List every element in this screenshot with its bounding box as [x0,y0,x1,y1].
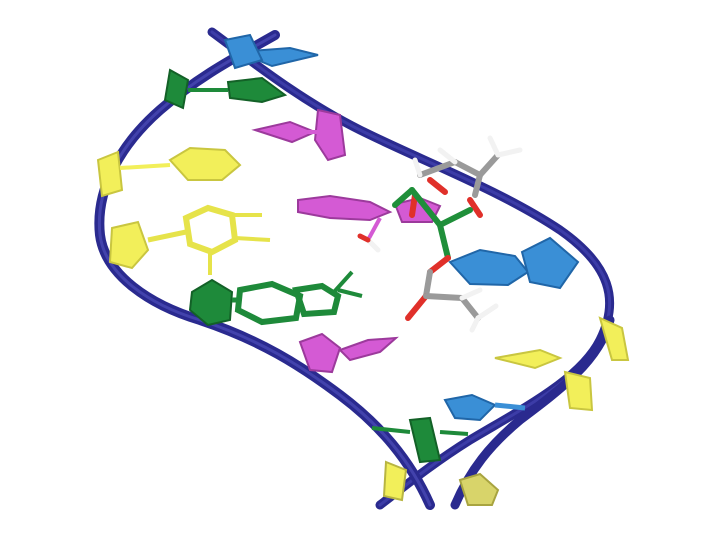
base-lower-magenta [300,334,396,372]
base-middle-green [190,272,362,325]
base-left-yellow-1 [98,148,240,196]
base-right-yellow [495,318,628,410]
base-upper-magenta [255,110,345,160]
ligand-stick-model [360,138,520,330]
base-right-blue [450,238,578,288]
base-left-yellow-2 [110,208,270,275]
base-bottom-yellow [384,462,498,505]
